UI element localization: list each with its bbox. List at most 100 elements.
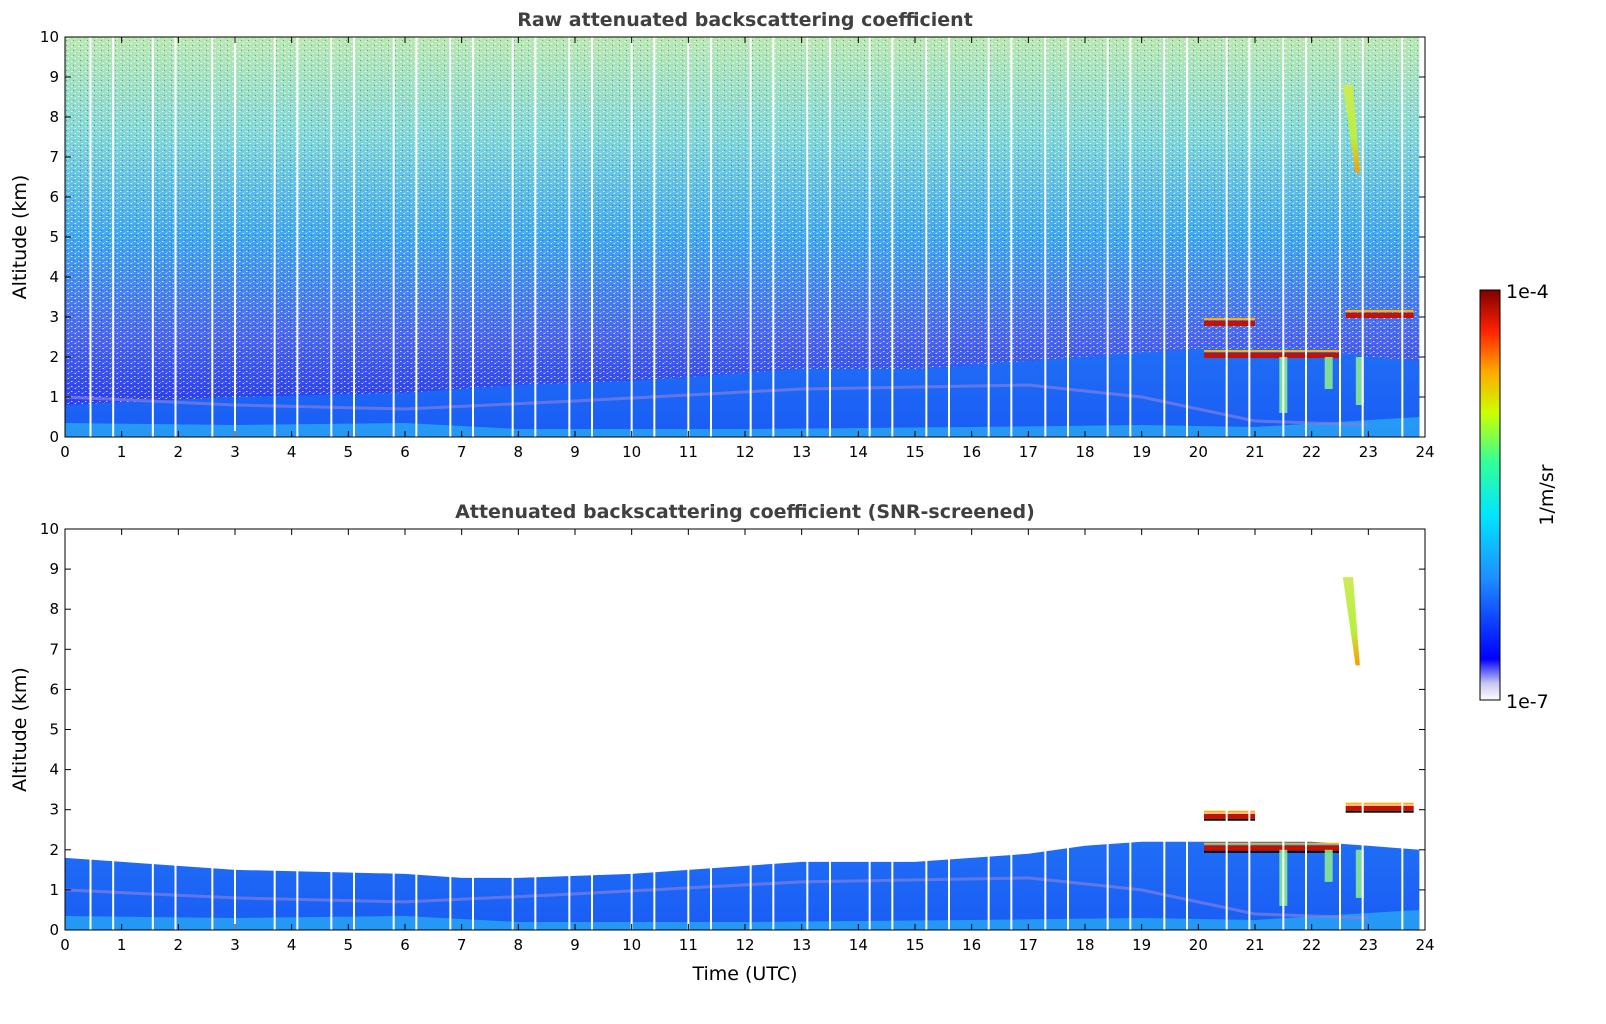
data-gap	[1305, 529, 1307, 930]
x-tick-label: 13	[792, 936, 811, 954]
data-gap	[1225, 37, 1228, 437]
panel-1: 0 1 2 3 4 5 6 7 8 9 10 11 12 13 14 15 16 17 18 19 20 21 22 23 24…	[9, 9, 1435, 461]
cloud-edge	[1204, 350, 1340, 352]
data-gap	[630, 37, 633, 437]
data-gap	[806, 529, 809, 930]
y-tick-label: 5	[49, 228, 59, 246]
data-gap	[353, 529, 355, 930]
data-gap	[948, 529, 950, 930]
x-tick-label: 21	[1245, 936, 1264, 954]
cloud-edge	[1345, 310, 1414, 312]
data-gap	[511, 37, 514, 437]
data-gap	[151, 37, 154, 437]
x-tick-label: 11	[679, 936, 698, 954]
data-gap	[211, 529, 214, 930]
cloud-edge	[1345, 802, 1414, 805]
y-tick-label: 3	[49, 801, 59, 819]
data-gap	[415, 37, 418, 437]
data-gap	[1248, 37, 1251, 437]
y-tick-label: 0	[49, 428, 59, 446]
x-tick-label: 9	[570, 443, 580, 461]
y-tick-label: 9	[49, 68, 59, 86]
precipitation-streak	[1324, 357, 1333, 389]
x-tick-label: 19	[1132, 936, 1151, 954]
colorbar: 1e-4 1e-7 1/m/sr	[1479, 281, 1558, 713]
x-tick-label: 14	[849, 936, 868, 954]
data-gap	[772, 529, 775, 930]
data-gap	[296, 529, 299, 930]
data-gap	[1339, 37, 1341, 437]
data-gap	[1163, 37, 1166, 437]
colorbar-unit-label: 1/m/sr	[1536, 464, 1558, 525]
data-gap	[710, 529, 712, 930]
data-gap	[653, 529, 656, 930]
y-tick-label: 8	[49, 108, 59, 126]
x-tick-label: 17	[1019, 443, 1038, 461]
y-tick-label: 10	[40, 28, 59, 46]
cloud-layer	[1204, 353, 1340, 358]
data-gap	[749, 37, 752, 437]
heatmap-area	[65, 37, 1420, 437]
data-gap	[415, 529, 418, 930]
x-tick-label: 7	[457, 443, 467, 461]
precipitation-streak	[1355, 357, 1364, 405]
y-tick-label: 6	[49, 188, 59, 206]
data-gap	[534, 529, 537, 930]
data-gap	[511, 529, 514, 930]
data-gap	[1186, 529, 1188, 930]
data-gap	[472, 529, 474, 930]
data-gap	[174, 37, 177, 437]
y-tick-label: 7	[49, 148, 59, 166]
y-tick-label: 5	[49, 721, 59, 739]
y-tick-label: 3	[49, 308, 59, 326]
x-tick-label: 5	[344, 936, 354, 954]
cloud-layer	[1345, 805, 1414, 811]
y-tick-label: 0	[49, 921, 59, 939]
data-gap	[806, 37, 809, 437]
cloud-edge	[1204, 318, 1255, 320]
x-tick-label: 1	[117, 936, 127, 954]
data-gap	[687, 37, 690, 437]
data-gap	[1361, 37, 1364, 437]
data-gap	[591, 37, 593, 437]
cirrus-cloud	[1342, 85, 1360, 173]
data-gap	[829, 37, 831, 437]
x-tick-label: 8	[514, 936, 524, 954]
x-tick-label: 8	[514, 443, 524, 461]
x-tick-label: 17	[1019, 936, 1038, 954]
y-axis-label: Altitude (km)	[9, 175, 31, 300]
data-gap	[687, 529, 690, 930]
x-tick-label: 22	[1302, 936, 1321, 954]
data-gap	[1010, 37, 1013, 437]
data-gap	[1401, 529, 1404, 930]
y-tick-label: 2	[49, 841, 59, 859]
data-gap	[1282, 37, 1285, 437]
cirrus-cloud	[1342, 577, 1360, 666]
x-tick-label: 3	[230, 443, 240, 461]
data-gap	[1129, 37, 1132, 437]
x-tick-label: 15	[905, 936, 924, 954]
y-tick-label: 10	[40, 520, 59, 538]
x-tick-label: 15	[905, 443, 924, 461]
data-gap	[1401, 37, 1404, 437]
x-tick-label: 18	[1075, 936, 1094, 954]
data-gap	[151, 529, 154, 930]
data-gap	[1106, 37, 1109, 437]
x-tick-label: 7	[457, 936, 467, 954]
data-gap	[1106, 529, 1109, 930]
data-gap	[273, 37, 276, 437]
panel-2: 0 1 2 3 4 5 6 7 8 9 10 11 12 13 14 15 16 17 18 19 20 21 22 23 24…	[9, 501, 1435, 985]
data-gap	[1186, 37, 1188, 437]
cloud-base-shadow	[1204, 850, 1340, 853]
x-tick-label: 23	[1359, 936, 1378, 954]
y-tick-label: 9	[49, 560, 59, 578]
x-tick-label: 10	[622, 936, 641, 954]
x-tick-label: 12	[735, 443, 754, 461]
data-gap	[925, 529, 928, 930]
cloud-base-shadow	[1204, 818, 1255, 821]
x-tick-label: 2	[174, 936, 184, 954]
cloud-layer	[1204, 321, 1255, 326]
x-tick-label: 24	[1415, 443, 1434, 461]
x-tick-label: 0	[60, 443, 70, 461]
x-tick-label: 5	[344, 443, 354, 461]
